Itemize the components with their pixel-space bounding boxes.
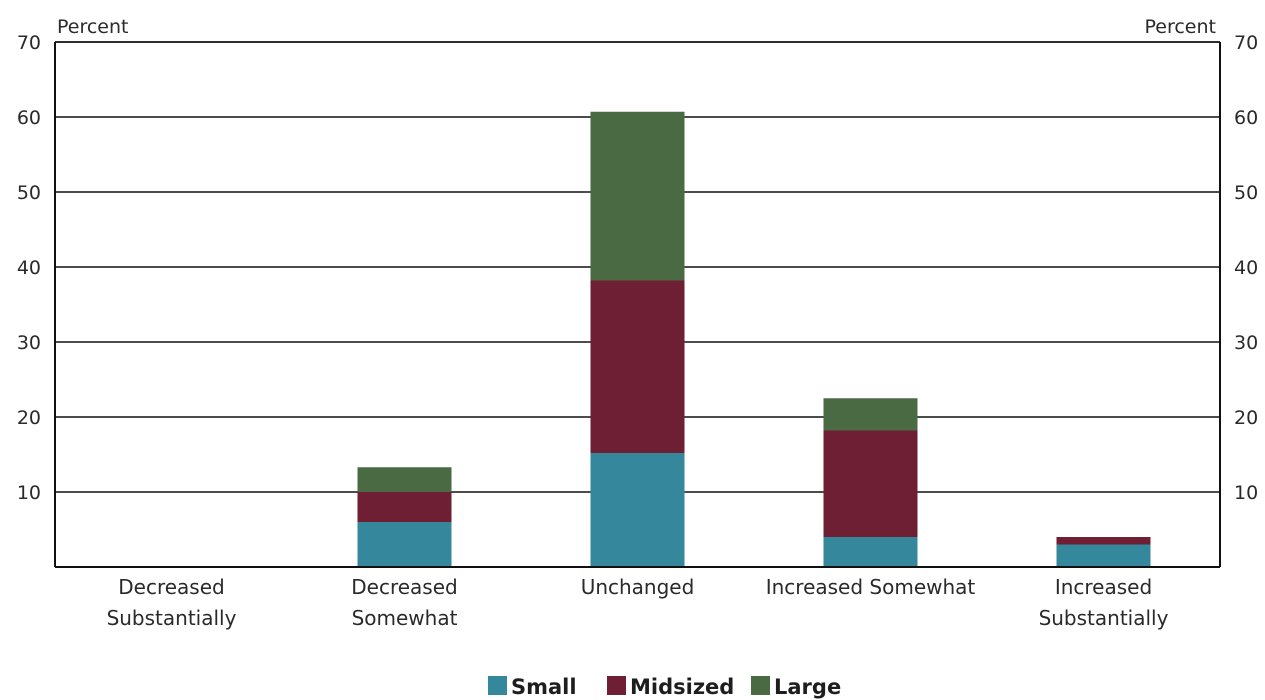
legend-swatch-small [488, 676, 507, 695]
x-category-label-4-line-1: Substantially [1039, 606, 1169, 630]
bar-midsized-3 [823, 430, 918, 537]
legend-swatch-midsized [607, 676, 626, 695]
x-category-label-2-line-0: Unchanged [581, 575, 695, 599]
y-tick-left-10: 10 [17, 482, 41, 504]
y-tick-left-70: 70 [17, 32, 41, 54]
bar-small-3 [823, 537, 918, 567]
x-category-label-4-line-0: Increased [1055, 575, 1152, 599]
legend-label-large: Large [774, 675, 841, 699]
y-tick-right-10: 10 [1234, 482, 1258, 504]
bar-midsized-1 [357, 492, 452, 522]
y-tick-right-50: 50 [1234, 182, 1258, 204]
bar-small-2 [590, 453, 685, 567]
bars [357, 111, 1151, 567]
bar-large-1 [357, 467, 452, 492]
bar-midsized-4 [1056, 537, 1151, 545]
x-category-label-0-line-1: Substantially [107, 606, 237, 630]
y-tick-right-60: 60 [1234, 107, 1258, 129]
bar-midsized-2 [590, 280, 685, 453]
y-unit-label-left: Percent [57, 16, 129, 38]
bar-large-3 [823, 398, 918, 431]
y-tick-left-60: 60 [17, 107, 41, 129]
y-tick-right-20: 20 [1234, 407, 1258, 429]
y-tick-left-20: 20 [17, 407, 41, 429]
legend: Small Midsized Large [488, 675, 841, 699]
y-tick-right-40: 40 [1234, 257, 1258, 279]
x-category-label-0-line-0: Decreased [118, 575, 224, 599]
x-category-label-3-line-0: Increased Somewhat [766, 575, 976, 599]
x-category-label-1-line-0: Decreased [351, 575, 457, 599]
bar-small-1 [357, 522, 452, 567]
x-category-label-1-line-1: Somewhat [352, 606, 458, 630]
y-unit-label-right: Percent [1145, 16, 1217, 38]
bar-large-2 [590, 111, 685, 281]
y-tick-left-40: 40 [17, 257, 41, 279]
bar-small-4 [1056, 544, 1151, 567]
y-tick-right-70: 70 [1234, 32, 1258, 54]
labels: 10 10 20 20 30 30 40 40 50 50 60 60 70 70 Percent Perce… [17, 16, 1258, 630]
y-tick-left-50: 50 [17, 182, 41, 204]
y-tick-left-30: 30 [17, 332, 41, 354]
legend-swatch-large [751, 676, 770, 695]
y-tick-right-30: 30 [1234, 332, 1258, 354]
axes [54, 41, 1221, 568]
legend-label-midsized: Midsized [630, 675, 734, 699]
legend-label-small: Small [511, 675, 577, 699]
